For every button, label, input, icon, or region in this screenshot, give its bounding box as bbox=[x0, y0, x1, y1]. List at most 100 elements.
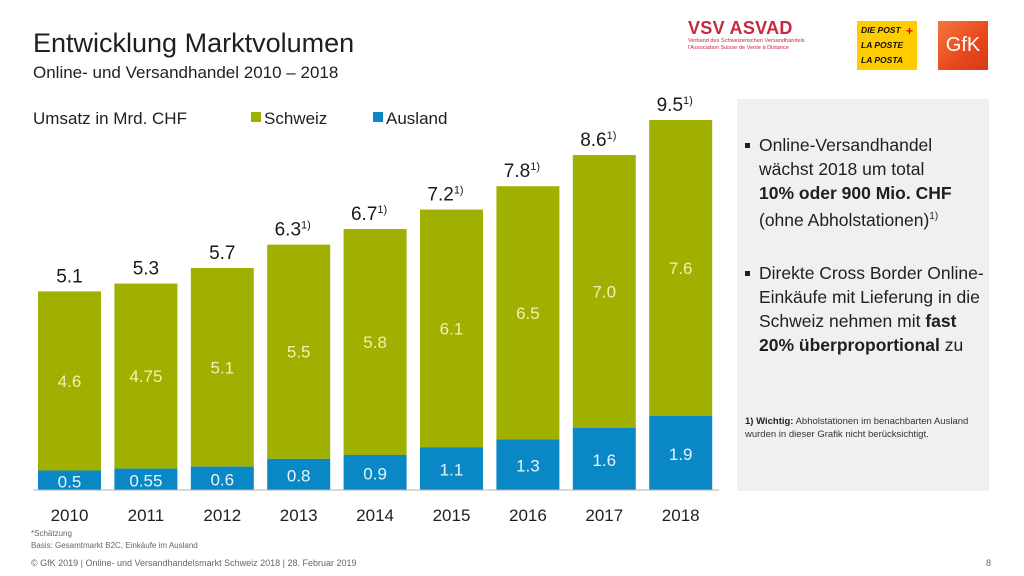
bar-label-schweiz-2013: 5.5 bbox=[287, 343, 311, 362]
copyright-footer: © GfK 2019 | Online- und Versandhandelsm… bbox=[31, 558, 357, 568]
total-label-2017: 8.61) bbox=[580, 130, 616, 151]
finding-2-text-end: zu bbox=[939, 335, 964, 355]
chart-legend: Schweiz Ausland bbox=[251, 109, 447, 128]
bar-label-schweiz-2014: 5.8 bbox=[363, 333, 387, 352]
basis-note: Basis: Gesamtmarkt B2C, Einkäufe im Ausl… bbox=[31, 541, 198, 550]
bar-ausland-2013 bbox=[267, 458, 331, 490]
bar-schweiz-2014 bbox=[343, 229, 407, 455]
bar-label-ausland-2018: 1.9 bbox=[669, 445, 693, 464]
gfk-logo: GfK bbox=[938, 21, 988, 70]
x-tick-2018: 2018 bbox=[662, 506, 700, 525]
finding-1-highlight: 10% oder 900 Mio. CHF bbox=[759, 183, 952, 203]
bar-label-schweiz-2016: 6.5 bbox=[516, 304, 540, 323]
bar-schweiz-2010 bbox=[38, 291, 101, 471]
legend-label-schweiz: Schweiz bbox=[264, 109, 327, 128]
gfk-logo-text: GfK bbox=[945, 34, 981, 56]
bar-schweiz-2011 bbox=[114, 283, 178, 469]
estimate-note: *Schätzung bbox=[31, 529, 72, 538]
total-label-2010: 5.1 bbox=[56, 266, 82, 287]
bar-schweiz-2017 bbox=[572, 155, 636, 428]
key-findings-panel: Online-Versandhandel wächst 2018 um tota… bbox=[737, 99, 989, 491]
total-footnote-mark: 1) bbox=[377, 204, 387, 216]
footnote-text: Abholstationen im benachbarten Ausland w… bbox=[745, 416, 969, 440]
finding-2-text: Direkte Cross Border Online-Einkäufe mit… bbox=[759, 263, 984, 331]
vsv-asvad-logo: VSV ASVAD Verband des Schweizerischen Ve… bbox=[688, 18, 838, 62]
bar-label-schweiz-2015: 6.1 bbox=[440, 319, 464, 338]
bar-label-schweiz-2017: 7.0 bbox=[592, 282, 616, 301]
total-label-2012: 5.7 bbox=[209, 243, 235, 264]
bar-schweiz-2015 bbox=[420, 209, 483, 448]
total-footnote-mark: 1) bbox=[301, 220, 311, 232]
bar-label-schweiz-2012: 5.1 bbox=[210, 358, 234, 377]
bar-label-ausland-2011: 0.55 bbox=[129, 471, 162, 490]
post-logo-line1: DIE POST bbox=[861, 25, 901, 35]
x-tick-2016: 2016 bbox=[509, 506, 547, 525]
x-tick-2015: 2015 bbox=[433, 506, 471, 525]
bar-label-ausland-2017: 1.6 bbox=[592, 451, 616, 470]
legend-swatch-ausland bbox=[373, 112, 383, 122]
bar-label-schweiz-2010: 4.6 bbox=[58, 372, 82, 391]
bar-label-ausland-2013: 0.8 bbox=[287, 466, 311, 485]
finding-bullet-1: Online-Versandhandel wächst 2018 um tota… bbox=[745, 133, 987, 232]
finding-1-line4: (ohne Abholstationen) bbox=[759, 209, 930, 230]
finding-2-highlight-2: überproportional bbox=[798, 335, 940, 355]
bar-label-schweiz-2011: 4.75 bbox=[129, 367, 162, 386]
total-footnote-mark: 1) bbox=[683, 95, 693, 107]
page-subtitle: Online- und Versandhandel 2010 – 2018 bbox=[33, 63, 339, 82]
bar-label-ausland-2010: 0.5 bbox=[58, 472, 82, 491]
post-logo-line3: LA POSTA bbox=[861, 55, 904, 65]
footnote-label: 1) Wichtig: bbox=[745, 416, 794, 427]
total-footnote-mark: 1) bbox=[530, 161, 540, 173]
bar-ausland-2014 bbox=[343, 454, 407, 490]
total-label-2011: 5.3 bbox=[133, 259, 159, 280]
page-number: 8 bbox=[986, 558, 992, 568]
bar-ausland-2017 bbox=[572, 427, 636, 490]
bar-label-ausland-2015: 1.1 bbox=[440, 461, 464, 480]
total-label-2016: 7.81) bbox=[504, 161, 540, 182]
vsv-logo-line2: l'Association Suisse de Vente à Distance bbox=[688, 45, 789, 51]
total-footnote-mark: 1) bbox=[454, 185, 464, 197]
vsv-logo-line1: Verband des Schweizerischen Versandhande… bbox=[688, 38, 805, 44]
bar-ausland-2018 bbox=[649, 416, 713, 490]
legend-label-ausland: Ausland bbox=[386, 109, 447, 128]
finding-bullet-2: Direkte Cross Border Online-Einkäufe mit… bbox=[745, 261, 987, 357]
bar-ausland-2011 bbox=[114, 468, 178, 490]
finding-1-line2: wächst 2018 um total bbox=[759, 159, 925, 179]
x-tick-2012: 2012 bbox=[203, 506, 241, 525]
stacked-bar-chart: Umsatz in Mrd. CHF Schweiz Ausland 4.6 0.… bbox=[33, 95, 719, 525]
x-tick-2010: 2010 bbox=[51, 506, 89, 525]
legend-swatch-schweiz bbox=[251, 112, 261, 122]
post-logo-line2: LA POSTE bbox=[861, 40, 904, 50]
swiss-cross-icon: + bbox=[906, 24, 914, 38]
total-label-2015: 7.21) bbox=[427, 185, 463, 206]
bullet-square-icon bbox=[745, 143, 750, 148]
bar-schweiz-2012 bbox=[190, 268, 254, 467]
die-post-logo: DIE POST + LA POSTE LA POSTA bbox=[857, 21, 917, 70]
bar-ausland-2012 bbox=[190, 466, 254, 490]
x-tick-2011: 2011 bbox=[128, 506, 165, 525]
x-tick-2013: 2013 bbox=[280, 506, 318, 525]
finding-1-line1: Online-Versandhandel bbox=[759, 135, 933, 155]
total-label-2018: 9.51) bbox=[657, 95, 693, 116]
bars-group: 4.6 0.5 5.1 4.75 0.55 5.3 5.1 0.6 5.7 5.5 0.8 6.31)… bbox=[38, 95, 713, 491]
vsv-logo-name: VSV ASVAD bbox=[688, 18, 793, 38]
bar-label-ausland-2014: 0.9 bbox=[363, 464, 387, 483]
bar-schweiz-2013 bbox=[267, 244, 331, 459]
total-footnote-mark: 1) bbox=[607, 130, 617, 142]
chart-title: Umsatz in Mrd. CHF bbox=[33, 109, 187, 128]
finding-2-highlight-1: fast 20% bbox=[759, 311, 957, 355]
x-tick-2014: 2014 bbox=[356, 506, 394, 525]
bar-ausland-2016 bbox=[496, 439, 560, 490]
bar-ausland-2010 bbox=[38, 470, 101, 490]
bar-schweiz-2016 bbox=[496, 186, 560, 440]
bar-ausland-2015 bbox=[420, 447, 483, 490]
bar-label-ausland-2012: 0.6 bbox=[210, 470, 234, 489]
x-tick-2017: 2017 bbox=[585, 506, 623, 525]
page-title: Entwicklung Marktvolumen bbox=[33, 28, 355, 58]
footnote-important: 1) Wichtig: Abholstationen im benachbart… bbox=[745, 415, 985, 441]
bar-label-ausland-2016: 1.3 bbox=[516, 457, 540, 476]
finding-1-footnote-mark: 1) bbox=[929, 211, 939, 222]
bar-label-schweiz-2018: 7.6 bbox=[669, 259, 693, 278]
bullet-square-icon bbox=[745, 271, 750, 276]
x-tick-labels: 2010 2011 2012 2013 2014 2015 2016 2017 2018 bbox=[51, 506, 700, 525]
